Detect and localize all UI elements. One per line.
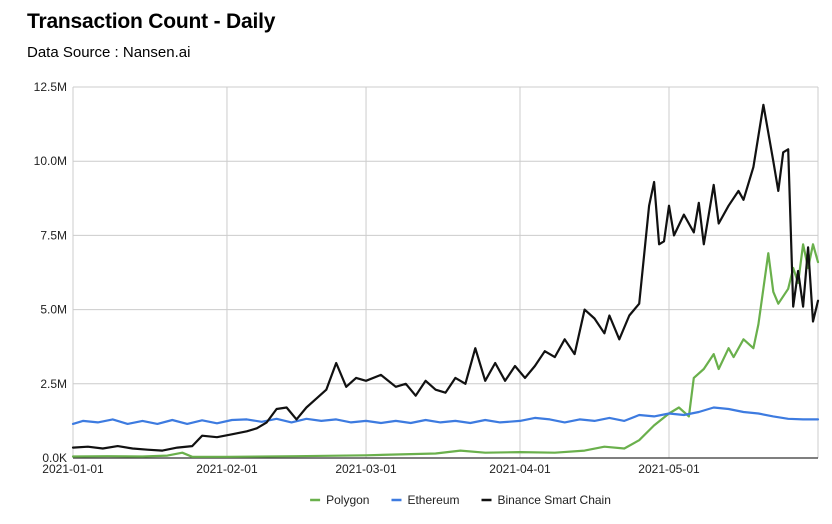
legend-label: Ethereum [407,493,459,507]
legend-item-polygon[interactable]: Polygon [310,493,369,507]
series-lines [71,103,820,458]
x-tick-label: 2021-03-01 [335,462,397,476]
y-tick-label: 12.5M [34,80,67,94]
x-tick-label: 2021-01-01 [42,462,104,476]
series-line-ethereum [71,406,820,425]
series-line-polygon [71,243,820,458]
y-tick-label: 7.5M [40,228,67,242]
y-tick-label: 10.0M [34,154,67,168]
y-tick-label: 2.5M [40,377,67,391]
chart-legend[interactable]: Polygon Ethereum Binance Smart Chain [310,493,611,507]
legend-label: Polygon [326,493,369,507]
y-tick-label: 5.0M [40,303,67,317]
legend-label: Binance Smart Chain [498,493,611,507]
x-tick-label: 2021-04-01 [489,462,551,476]
x-tick-label: 2021-02-01 [196,462,258,476]
chart-subtitle: Data Source : Nansen.ai [27,44,191,61]
grid-lines [72,86,819,458]
y-tick-label: 0.0K [42,451,67,465]
chart-title: Transaction Count - Daily [27,10,276,33]
legend-item-ethereum[interactable]: Ethereum [391,493,460,507]
axes: 0.0K 2.5M 5.0M 7.5M 10.0M 12.5M 2021-01-01 2021… [34,80,818,476]
x-tick-label: 2021-05-01 [638,462,700,476]
legend-item-binance-smart-chain[interactable]: Binance Smart Chain [481,493,611,507]
series-line-binance-smart-chain [71,103,820,452]
